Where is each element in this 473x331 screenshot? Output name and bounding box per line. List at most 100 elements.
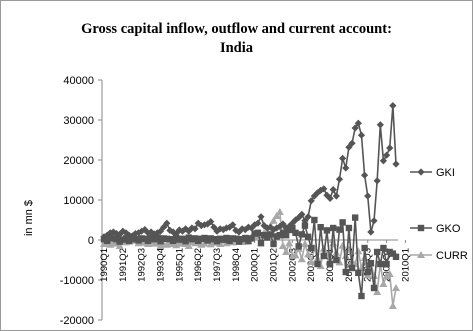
data-point-gki [339, 154, 347, 162]
data-point-gki [282, 224, 290, 232]
data-point-gko [330, 224, 337, 232]
x-tick-label: 1993Q4 [156, 248, 167, 282]
data-point-gko [373, 248, 381, 256]
data-point-gki [100, 233, 108, 241]
data-point-gko [267, 231, 274, 238]
y-tick-label: 40000 [63, 75, 94, 87]
x-tick-label: 1997Q3 [212, 248, 223, 282]
data-point-curr [304, 250, 313, 258]
data-point-gko [364, 268, 371, 276]
legend-entry-gki: GKI [410, 167, 455, 179]
x-tick-label: 2010Q1 [400, 248, 411, 282]
data-point-gki [307, 197, 315, 205]
data-point-curr [307, 258, 316, 265]
data-point-gko [355, 269, 362, 276]
legend: GKI GKO CURR [410, 167, 468, 262]
data-point-gko [270, 240, 277, 248]
legend-label: GKO [436, 223, 461, 235]
series-gki [100, 102, 400, 241]
data-point-curr [278, 242, 287, 249]
chart-title-line-1: Gross capital inflow, outflow and curren… [81, 21, 392, 37]
data-point-gko [383, 260, 390, 268]
data-point-gki [163, 219, 171, 227]
data-point-gko [336, 226, 343, 233]
data-point-curr [300, 240, 309, 247]
x-tick-label: 1992Q3 [137, 248, 148, 282]
y-tick-label: -10000 [60, 275, 94, 287]
x-tick-label: 2002Q3 [287, 248, 298, 282]
data-point-gki [376, 121, 384, 129]
data-point-gko [154, 234, 161, 241]
data-point-gki [370, 217, 378, 225]
legend-label: CURR [436, 250, 468, 262]
data-point-gko [370, 284, 378, 292]
data-point-curr [269, 216, 278, 224]
legend-marker [417, 168, 425, 176]
data-point-curr [272, 212, 281, 219]
data-point-gko [125, 237, 133, 244]
data-point-curr [379, 280, 388, 287]
data-point-curr [388, 302, 397, 309]
x-tick-label: 1998Q4 [231, 248, 242, 282]
data-point-curr [275, 208, 284, 215]
data-point-curr [285, 239, 294, 247]
y-tick-label: 10000 [63, 195, 94, 207]
data-point-gki [345, 143, 353, 151]
legend-entry-gko: GKO [410, 223, 461, 235]
data-point-gko [289, 224, 296, 232]
data-point-gko [292, 229, 299, 236]
data-point-gko [345, 224, 353, 232]
data-point-gko [103, 237, 111, 244]
data-point-gko [351, 214, 359, 221]
data-point-curr [385, 270, 394, 277]
data-point-gko [367, 260, 375, 267]
data-point-gko [361, 244, 368, 252]
data-point-gki [351, 124, 359, 132]
y-tick-label: 30000 [63, 115, 94, 127]
y-tick-label: 20000 [63, 155, 94, 167]
x-tick-label: 1996Q2 [193, 248, 204, 282]
data-point-gki [335, 175, 344, 183]
x-tick-label: 1995Q1 [174, 248, 185, 282]
y-axis-label: in mn $ [23, 200, 35, 236]
data-point-curr [341, 252, 350, 259]
data-point-gko [257, 240, 265, 247]
data-point-curr [184, 242, 193, 249]
x-tick-label: 2000Q1 [250, 248, 261, 282]
data-point-gki [295, 214, 303, 222]
data-point-gki [266, 223, 275, 231]
legend-marker [417, 251, 425, 258]
data-point-gko [339, 219, 346, 226]
data-point-gko [358, 292, 365, 300]
data-point-gki [357, 131, 366, 139]
data-point-gki [254, 219, 262, 227]
data-point-gki [332, 192, 340, 200]
data-point-gki [207, 218, 215, 226]
y-tick-label: 0 [88, 235, 94, 247]
data-point-gki [229, 221, 237, 229]
series-layer [100, 102, 400, 309]
chart-title-line-2: India [219, 40, 254, 56]
data-point-curr [354, 247, 363, 255]
data-point-gko [254, 229, 262, 236]
data-point-curr [297, 255, 306, 263]
data-point-gko [282, 232, 290, 239]
data-point-gko [301, 222, 309, 229]
data-point-gko [380, 244, 387, 252]
x-tick-label: 2001Q2 [269, 248, 280, 282]
data-point-curr [373, 288, 382, 295]
legend-label: GKI [436, 167, 455, 179]
x-tick-label: 1991Q2 [118, 248, 129, 282]
data-point-gko [333, 256, 340, 264]
data-point-curr [319, 244, 328, 252]
data-point-gki [382, 151, 391, 159]
data-point-gki [257, 213, 265, 221]
data-point-gko [304, 233, 312, 240]
data-point-gko [248, 235, 255, 242]
data-point-gki [298, 210, 306, 218]
x-tick-label: 1990Q1 [99, 248, 110, 282]
data-point-gki [276, 222, 284, 230]
data-point-gki [348, 139, 356, 147]
data-point-gki [361, 171, 369, 179]
data-point-gko [295, 243, 302, 250]
